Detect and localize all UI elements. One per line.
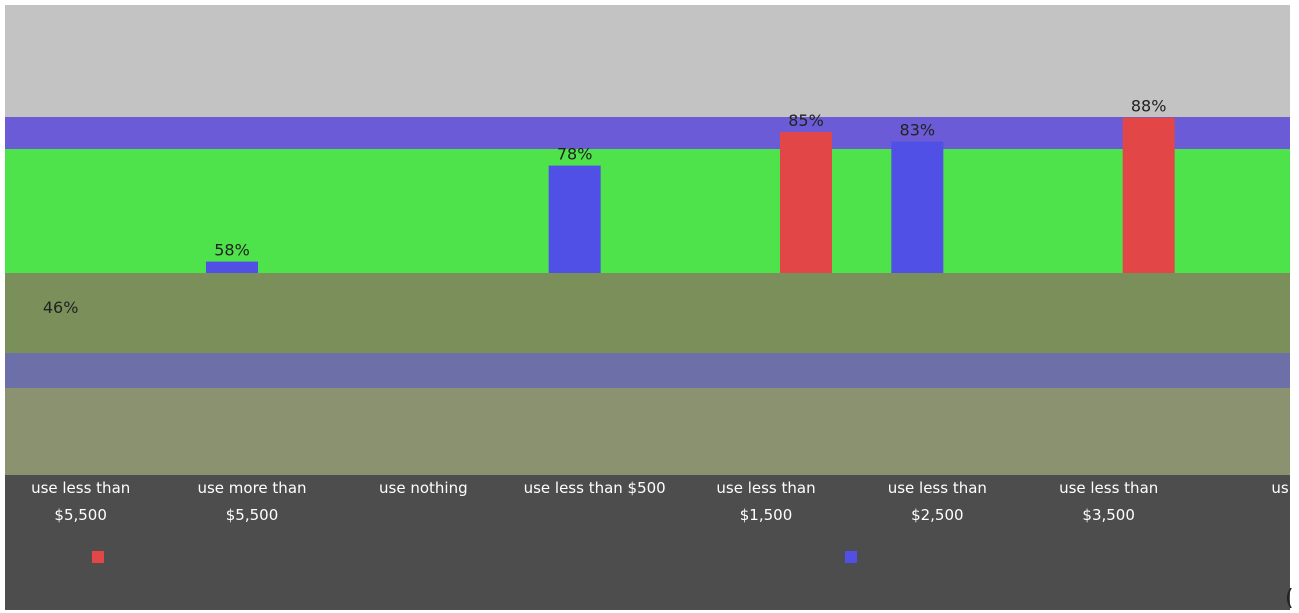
- bar: [891, 141, 944, 273]
- axis-panel: [5, 475, 1290, 610]
- noise-band-3: [5, 388, 1290, 475]
- category-label: use less than: [716, 479, 815, 497]
- noise-band-2: [5, 353, 1290, 388]
- category-labels-group: use less than $5,500 use more than $5,500 us…: [31, 479, 1289, 524]
- bar: [206, 261, 258, 273]
- legend-swatch-red: [92, 551, 104, 563]
- truncated-text: (: [1285, 586, 1294, 611]
- category-label: use nothing: [379, 479, 468, 497]
- category-label: use less than: [31, 479, 130, 497]
- data-label: 85%: [788, 111, 824, 130]
- category-label: use less than: [888, 479, 987, 497]
- category-label-line2: $2,500: [911, 506, 964, 524]
- category-label: us: [1271, 479, 1289, 497]
- category-label-line2: $5,500: [226, 506, 279, 524]
- data-label: 46%: [43, 298, 79, 317]
- bar: [1122, 117, 1175, 273]
- green-band: [5, 149, 1290, 273]
- data-label: 88%: [1131, 97, 1167, 116]
- bars-group: [206, 117, 1175, 273]
- data-labels-group: 46% 58% 78% 85% 83% 88%: [43, 97, 1167, 318]
- category-label-line2: $5,500: [54, 506, 107, 524]
- category-label: use less than $500: [524, 479, 666, 497]
- purple-band: [5, 117, 1290, 149]
- bar: [548, 165, 601, 273]
- category-label-line2: $1,500: [740, 506, 793, 524]
- data-label: 58%: [214, 241, 250, 260]
- legend: [92, 551, 857, 563]
- data-label: 78%: [557, 145, 593, 164]
- category-label: use more than: [197, 479, 306, 497]
- bar: [780, 132, 832, 273]
- legend-swatch-blue: [845, 551, 857, 563]
- category-label: use less than: [1059, 479, 1158, 497]
- category-label-line2: $3,500: [1082, 506, 1135, 524]
- noise-band-1: [5, 273, 1290, 353]
- data-label: 83%: [900, 121, 936, 140]
